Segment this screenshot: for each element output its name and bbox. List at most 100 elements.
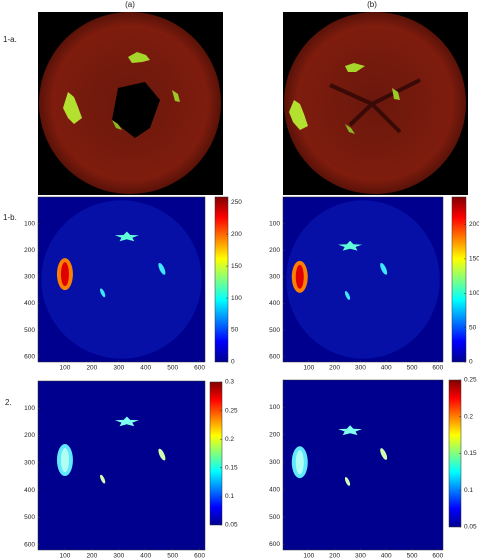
column-label: (a)	[125, 0, 135, 9]
colorbar-tick-label: 100	[469, 290, 479, 297]
x-tick-label: 300	[355, 553, 366, 558]
row-label: 1-a.	[3, 35, 17, 44]
colorbar-tick-label: 0.3	[225, 379, 234, 386]
x-tick-label: 100	[60, 365, 71, 372]
colorbar-tick-label: 0.2	[464, 413, 473, 420]
y-tick-label: 300	[269, 274, 280, 281]
colorbar-tick-label: 200	[231, 231, 242, 238]
y-tick-label: 100	[24, 405, 35, 412]
blob	[158, 262, 166, 275]
x-tick-label: 600	[432, 553, 443, 558]
y-tick-label: 500	[24, 327, 35, 334]
y-tick-label: 500	[269, 514, 280, 521]
blob	[100, 288, 106, 298]
y-tick-label: 500	[269, 327, 280, 334]
colorbar-tick-label: 50	[469, 324, 477, 331]
x-tick-label: 300	[113, 365, 124, 372]
x-tick-label: 500	[167, 553, 178, 558]
x-tick-label: 100	[303, 365, 314, 372]
y-tick-label: 500	[24, 514, 35, 521]
noise-disk	[286, 200, 440, 359]
colorbar-tick-label: 0	[469, 359, 473, 366]
x-tick-label: 400	[140, 553, 151, 558]
y-tick-label: 400	[24, 487, 35, 494]
x-tick-label: 300	[355, 365, 366, 372]
y-tick-label: 600	[24, 541, 35, 548]
blob	[100, 474, 106, 484]
y-tick-label: 400	[269, 486, 280, 493]
x-tick-label: 400	[381, 365, 392, 372]
photo-a	[38, 12, 223, 195]
x-tick-label: 200	[329, 553, 340, 558]
colorbar-tick-label: 0.05	[225, 522, 238, 529]
colorbar-tick-label: 100	[231, 295, 242, 302]
y-tick-label: 200	[269, 432, 280, 439]
blob	[295, 264, 304, 289]
y-tick-label: 100	[269, 404, 280, 411]
colorbar-tick-label: 250	[231, 199, 242, 206]
noise-disk	[41, 200, 202, 359]
colorbar-tick-label: 150	[469, 256, 479, 263]
y-tick-label: 400	[269, 300, 280, 307]
x-tick-label: 200	[86, 365, 97, 372]
y-tick-label: 600	[269, 541, 280, 548]
x-tick-label: 600	[432, 365, 443, 372]
blob	[338, 425, 363, 436]
colorbar-tick-label: 0.1	[464, 487, 473, 494]
colorbar-tick-label: 0.1	[225, 493, 234, 500]
row-label: 1-b.	[3, 213, 17, 222]
colorbar-tick-label: 0	[231, 359, 235, 366]
colorbar-tick-label: 0.25	[464, 377, 477, 384]
blob	[295, 450, 304, 475]
colorbar-tick-label: 50	[231, 327, 239, 334]
blob	[60, 448, 69, 473]
x-tick-label: 600	[194, 365, 205, 372]
y-tick-label: 300	[24, 274, 35, 281]
y-tick-label: 400	[24, 300, 35, 307]
colorbar-tick-label: 0.15	[225, 465, 238, 472]
colorbar-tick-label: 0.15	[464, 450, 477, 457]
blob	[114, 416, 139, 427]
colorbar-tick-label: 0.25	[225, 407, 238, 414]
x-tick-label: 300	[113, 553, 124, 558]
colorbar-tick-label: 150	[231, 263, 242, 270]
blob	[344, 477, 351, 486]
x-tick-label: 200	[86, 553, 97, 558]
x-tick-label: 400	[140, 365, 151, 372]
x-tick-label: 600	[194, 553, 205, 558]
colorbar-tick-label: 0.2	[225, 436, 234, 443]
blob	[338, 240, 363, 251]
y-tick-label: 100	[24, 220, 35, 227]
column-label: (b)	[367, 0, 377, 9]
y-tick-label: 600	[269, 353, 280, 360]
x-tick-label: 100	[303, 553, 314, 558]
y-tick-label: 200	[24, 247, 35, 254]
x-tick-label: 100	[60, 553, 71, 558]
row-label: 2.	[5, 398, 12, 407]
x-tick-label: 500	[407, 365, 418, 372]
y-tick-label: 200	[24, 432, 35, 439]
y-tick-label: 300	[269, 459, 280, 466]
x-tick-label: 400	[381, 553, 392, 558]
blob	[380, 262, 388, 275]
y-tick-label: 200	[269, 247, 280, 254]
y-tick-label: 300	[24, 459, 35, 466]
y-tick-label: 100	[269, 220, 280, 227]
heatmap	[282, 379, 444, 551]
colorbar-tick-label: 0.05	[464, 524, 477, 531]
x-tick-label: 200	[329, 365, 340, 372]
colorbar	[214, 196, 229, 363]
blob	[344, 291, 351, 300]
x-tick-label: 500	[167, 365, 178, 372]
blob	[158, 448, 166, 461]
colorbar	[451, 196, 467, 363]
colorbar-tick-label: 200	[469, 221, 479, 228]
x-tick-label: 500	[407, 553, 418, 558]
colorbar	[209, 381, 223, 526]
blob	[60, 262, 69, 287]
blob	[380, 448, 388, 460]
y-tick-label: 600	[24, 353, 35, 360]
photo-b	[283, 12, 468, 195]
blob	[114, 231, 139, 242]
